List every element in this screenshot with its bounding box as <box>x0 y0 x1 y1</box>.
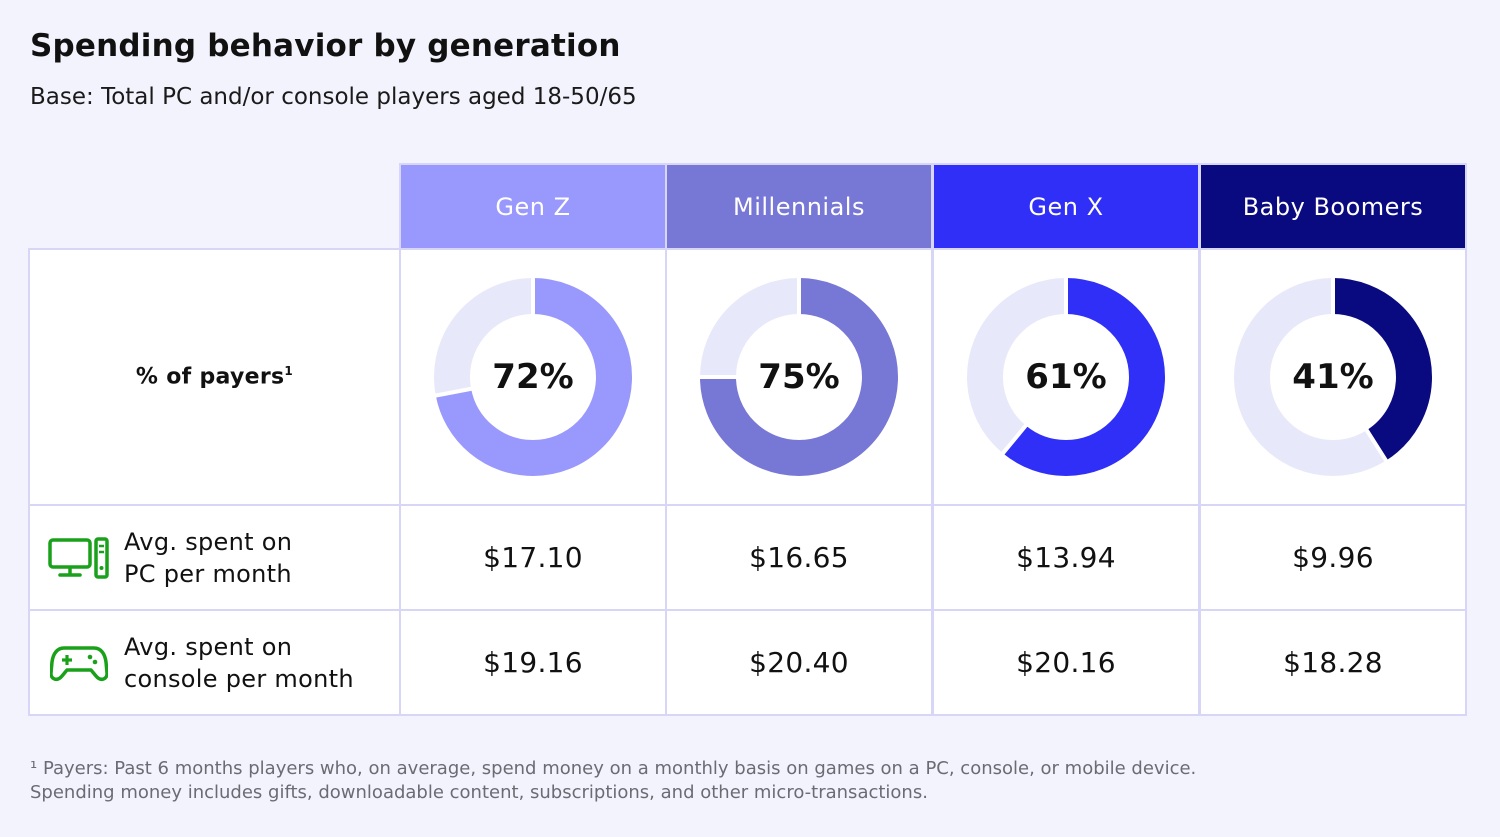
console-value-baby-boomers: $18.28 <box>1199 609 1467 716</box>
pc-row-label: Avg. spent on PC per month <box>124 527 293 588</box>
payers-label-cell: % of payers1 <box>28 248 401 506</box>
console-row-label: Avg. spent on console per month <box>124 632 354 693</box>
payers-label: % of payers1 <box>135 364 294 390</box>
payers-pct-baby-boomers: 41% <box>1292 357 1374 397</box>
donut-separator <box>1364 428 1389 463</box>
chart-title: Spending behavior by generation <box>30 28 621 64</box>
donut-gen-z: 72% <box>433 277 633 477</box>
payers-pct-gen-z: 72% <box>492 357 574 397</box>
footnote: ¹ Payers: Past 6 months players who, on … <box>30 757 1196 805</box>
pc-row-label-cell: Avg. spent on PC per month <box>28 504 401 611</box>
donut-gen-x: 61% <box>966 277 1166 477</box>
donut-baby-boomers: 41% <box>1233 277 1433 477</box>
pc-value-gen-z: $17.10 <box>399 504 667 611</box>
payers-cell-millennials: 75% <box>665 248 933 506</box>
header-millennials: Millennials <box>665 163 933 250</box>
pc-value-millennials: $16.65 <box>665 504 933 611</box>
gamepad-icon <box>48 640 110 686</box>
desktop-pc-icon <box>48 535 110 581</box>
header-baby-boomers: Baby Boomers <box>1199 163 1467 250</box>
header-gen-z: Gen Z <box>399 163 667 250</box>
pc-value-gen-x: $13.94 <box>932 504 1200 611</box>
console-value-gen-z: $19.16 <box>399 609 667 716</box>
payers-cell-baby-boomers: 41% <box>1199 248 1467 506</box>
chart-subtitle: Base: Total PC and/or console players ag… <box>30 84 637 110</box>
header-gen-x: Gen X <box>932 163 1200 250</box>
payers-pct-millennials: 75% <box>758 357 840 397</box>
payers-pct-gen-x: 61% <box>1025 357 1107 397</box>
console-value-millennials: $20.40 <box>665 609 933 716</box>
donut-separator <box>1000 423 1029 456</box>
console-row-label-cell: Avg. spent on console per month <box>28 609 401 716</box>
payers-cell-gen-x: 61% <box>932 248 1200 506</box>
footnote-line-2: Spending money includes gifts, downloada… <box>30 782 928 803</box>
console-value-gen-x: $20.16 <box>932 609 1200 716</box>
donut-separator <box>434 386 473 398</box>
footnote-line-1: ¹ Payers: Past 6 months players who, on … <box>30 758 1197 779</box>
donut-millennials: 75% <box>699 277 899 477</box>
payers-cell-gen-z: 72% <box>399 248 667 506</box>
pc-value-baby-boomers: $9.96 <box>1199 504 1467 611</box>
